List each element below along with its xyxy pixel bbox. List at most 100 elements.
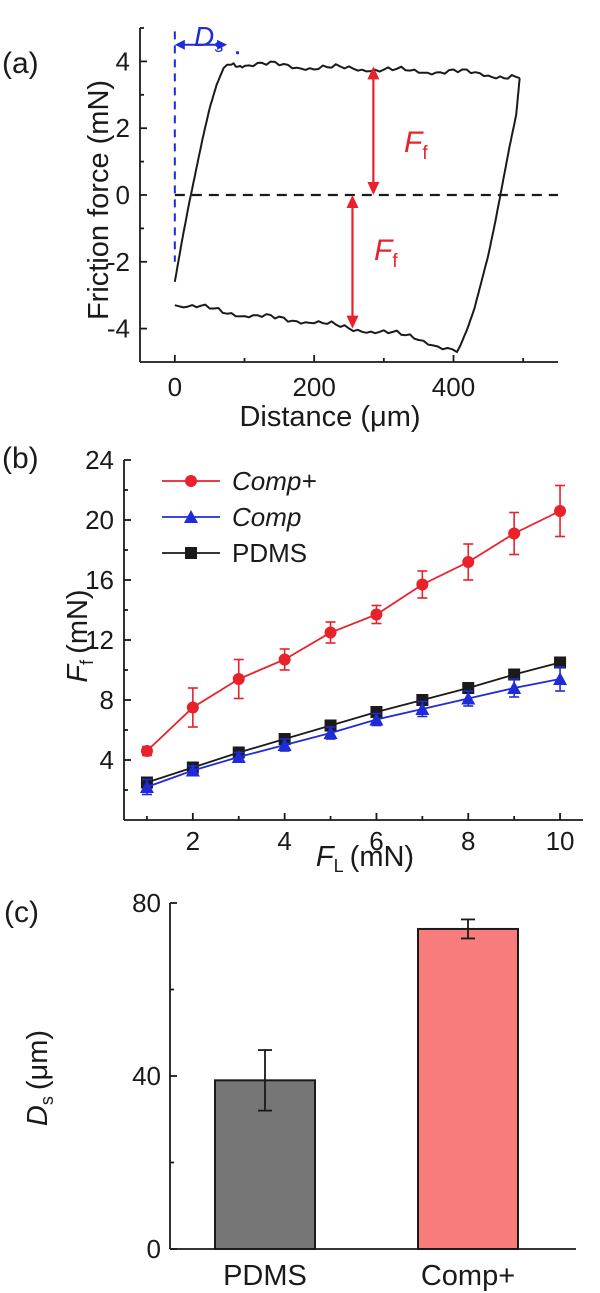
- panel-b-y-tick-label: 16: [85, 565, 114, 595]
- data-point-comp-plus: [186, 701, 199, 714]
- data-point-comp-plus: [554, 505, 567, 517]
- ff-arrow-lower-head-end: [346, 315, 359, 329]
- category-label-pdms: PDMS: [223, 1260, 307, 1292]
- ff-upper-sub: f: [422, 143, 428, 164]
- data-point-comp: [415, 702, 430, 715]
- panel-a-y-tick-label: 0: [116, 180, 130, 210]
- legend-marker-comp: [184, 510, 198, 523]
- data-point-comp-plus: [370, 608, 383, 621]
- data-point-comp: [185, 763, 200, 777]
- ff-lower-sub: f: [392, 251, 398, 272]
- panel-a-x-tick-label: 200: [292, 372, 335, 402]
- panel-a-y-tick-label: -4: [107, 314, 130, 344]
- panel-b-y-main: F: [62, 663, 94, 683]
- data-point-comp: [323, 726, 338, 739]
- data-point-comp-plus: [508, 527, 521, 540]
- panel-b-x-unit: (mN): [350, 841, 414, 873]
- panel-b-x-main: F: [316, 841, 336, 873]
- ff-lower-main: F: [374, 234, 394, 267]
- panel-c-y-main: D: [22, 1105, 54, 1126]
- ff-arrow-lower-head-start: [346, 195, 359, 208]
- ds-annotation-main: D: [194, 21, 214, 52]
- panel-b-y-axis-label: Ff (mN): [62, 589, 97, 682]
- panel-b-x-tick-label: 10: [546, 826, 575, 856]
- legend-marker-pdms: [185, 547, 197, 559]
- ds-annotation: Ds: [194, 21, 223, 56]
- panel-b-x-axis-label: FL (mN): [316, 841, 414, 876]
- data-point-comp: [553, 672, 568, 685]
- panel-a-x-tick-label: 400: [432, 372, 475, 402]
- panel-c-y-tick-label: 0: [147, 1234, 161, 1264]
- panel-b-x-tick-label: 2: [186, 826, 200, 856]
- ds-arrow-head-right: [217, 39, 228, 50]
- data-point-pdms: [416, 694, 429, 706]
- data-point-comp: [139, 780, 154, 793]
- panel-a-plot: [173, 31, 558, 353]
- legend-label-comp: Comp: [232, 502, 301, 532]
- bar-comp-plus: [417, 927, 519, 1250]
- ff-arrow-upper-head-end: [367, 182, 380, 195]
- panel-b-y-tick-label: 24: [85, 445, 114, 475]
- panel-a: (a) -4 -2 0 2 4 0 200 400 Friction force (mN) D…: [2, 21, 558, 433]
- panel-b-y-tick-label: 4: [100, 745, 114, 775]
- panel-c-y-tick-label: 40: [132, 1061, 161, 1091]
- ds-arrow-head-left: [174, 39, 185, 50]
- series-line-comp: [146, 678, 561, 788]
- panel-b-plot: [139, 484, 568, 796]
- panel-b-x-tick-label: 8: [461, 826, 475, 856]
- panel-b-x-tick-label: 6: [369, 826, 383, 856]
- panel-c: (c) 0 40 80 PDMS Comp+ Ds (μm): [4, 888, 576, 1292]
- ff-annotation-lower: Ff: [374, 234, 398, 272]
- panel-c-plot: [214, 918, 519, 1250]
- series-line-comp-plus: [146, 510, 561, 752]
- data-point-comp-plus: [324, 626, 337, 639]
- panel-a-y-tick-label: 4: [116, 46, 130, 76]
- panel-b-y-sub: f: [77, 659, 97, 665]
- panel-a-y-axis-label: Friction force (mN): [83, 80, 115, 320]
- data-point-pdms: [370, 706, 383, 718]
- panel-b-legend: Comp+ Comp PDMS: [162, 466, 317, 568]
- data-point-comp: [277, 738, 292, 751]
- ds-annotation-sub: s: [214, 36, 223, 56]
- panel-b-label: (b): [2, 442, 39, 475]
- data-point-comp: [461, 691, 476, 705]
- ff-upper-main: F: [404, 126, 424, 159]
- category-label-comp-plus: Comp+: [421, 1260, 515, 1292]
- data-point-pdms: [324, 719, 337, 732]
- panel-b-y-unit: (mN): [62, 589, 94, 653]
- panel-a-y-tick-label: 2: [116, 113, 130, 143]
- data-point-pdms: [554, 656, 567, 669]
- data-point-pdms: [508, 668, 521, 681]
- panel-c-label: (c): [4, 896, 39, 929]
- panel-b-x-tick-label: 4: [277, 826, 291, 856]
- data-point-comp: [507, 681, 522, 694]
- legend-label-comp-plus: Comp+: [232, 466, 317, 496]
- panel-b-y-tick-label: 12: [85, 625, 114, 655]
- panel-a-x-tick-label: 0: [168, 372, 182, 402]
- data-point-comp-plus: [416, 578, 429, 591]
- panel-c-y-tick-label: 80: [132, 888, 161, 918]
- panel-a-label: (a): [2, 47, 39, 80]
- friction-trace-reverse: [174, 77, 521, 353]
- friction-trace-forward: [173, 60, 521, 282]
- legend-marker-comp-plus: [185, 475, 197, 487]
- legend-label-pdms: PDMS: [232, 538, 307, 568]
- data-point-comp-plus: [462, 556, 475, 568]
- panel-a-x-axis-label: Distance (μm): [239, 401, 420, 433]
- panel-b-y-tick-label: 20: [85, 505, 114, 535]
- panel-a-y-tick-label: -2: [107, 247, 130, 277]
- panel-c-y-unit: (μm): [22, 1030, 54, 1090]
- ff-arrow-upper-head-start: [367, 66, 380, 80]
- panel-a-axes: -4 -2 0 2 4 0 200 400: [107, 27, 558, 402]
- ds-dot: [235, 51, 240, 55]
- data-point-comp-plus: [140, 745, 153, 757]
- ff-annotation-upper: Ff: [404, 126, 428, 164]
- series-line-pdms: [146, 661, 561, 784]
- data-point-comp: [369, 712, 384, 726]
- panel-c-y-sub: s: [37, 1096, 57, 1105]
- panel-b-y-tick-label: 8: [100, 685, 114, 715]
- data-point-comp-plus: [232, 673, 245, 685]
